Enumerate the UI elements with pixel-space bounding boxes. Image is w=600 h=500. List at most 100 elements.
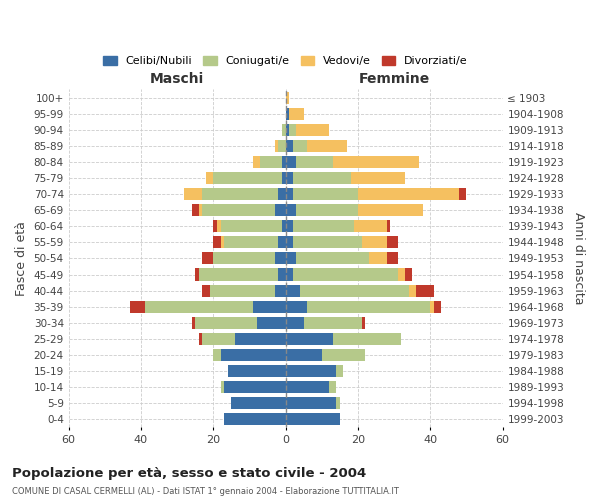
Bar [286, 414, 340, 426]
Bar [286, 397, 340, 409]
Bar [221, 381, 286, 393]
Bar [286, 300, 307, 312]
Bar [286, 268, 405, 280]
Bar [286, 124, 296, 136]
Bar [213, 349, 286, 361]
Bar [145, 300, 286, 312]
Bar [275, 284, 286, 296]
Bar [199, 268, 286, 280]
Bar [286, 365, 343, 377]
Bar [184, 188, 286, 200]
Bar [286, 172, 350, 184]
Bar [221, 381, 286, 393]
Bar [286, 236, 362, 248]
Bar [286, 204, 296, 216]
Bar [199, 268, 286, 280]
Bar [275, 204, 286, 216]
Bar [286, 317, 304, 329]
Bar [224, 414, 286, 426]
Bar [191, 317, 286, 329]
Bar [286, 140, 293, 152]
Bar [286, 300, 441, 312]
Bar [232, 397, 286, 409]
Bar [282, 124, 286, 136]
Bar [286, 381, 329, 393]
Bar [286, 236, 398, 248]
Bar [217, 220, 286, 232]
Bar [286, 365, 343, 377]
Bar [228, 365, 286, 377]
Bar [224, 236, 286, 248]
Bar [286, 381, 336, 393]
Bar [286, 252, 296, 264]
Bar [191, 204, 286, 216]
Bar [286, 414, 340, 426]
Bar [235, 333, 286, 345]
Legend: Celibi/Nubili, Coniugati/e, Vedovi/e, Divorziati/e: Celibi/Nubili, Coniugati/e, Vedovi/e, Di… [99, 51, 472, 70]
Bar [286, 284, 416, 296]
Bar [286, 333, 332, 345]
Bar [286, 156, 419, 168]
Bar [253, 156, 286, 168]
Bar [282, 124, 286, 136]
Bar [278, 236, 286, 248]
Bar [228, 365, 286, 377]
Bar [202, 284, 286, 296]
Bar [286, 236, 293, 248]
Bar [224, 414, 286, 426]
Bar [286, 204, 423, 216]
Bar [286, 188, 358, 200]
Text: Maschi: Maschi [150, 72, 204, 86]
Bar [286, 220, 355, 232]
Bar [286, 300, 434, 312]
Bar [286, 236, 387, 248]
Bar [286, 220, 387, 232]
Bar [286, 284, 434, 296]
Bar [195, 317, 286, 329]
Bar [278, 188, 286, 200]
Bar [213, 220, 286, 232]
Bar [286, 156, 419, 168]
Bar [286, 414, 340, 426]
Bar [286, 284, 409, 296]
Bar [130, 300, 286, 312]
Bar [286, 108, 304, 120]
Bar [286, 204, 358, 216]
Bar [286, 333, 401, 345]
Bar [286, 124, 329, 136]
Bar [202, 333, 286, 345]
Y-axis label: Fasce di età: Fasce di età [15, 221, 28, 296]
Bar [221, 349, 286, 361]
Bar [286, 140, 307, 152]
Bar [286, 349, 365, 361]
Bar [286, 172, 405, 184]
Bar [286, 333, 401, 345]
Bar [286, 124, 289, 136]
Bar [232, 397, 286, 409]
Bar [286, 333, 401, 345]
Bar [228, 365, 286, 377]
Bar [286, 397, 340, 409]
Bar [213, 252, 286, 264]
Bar [202, 188, 286, 200]
Bar [286, 284, 300, 296]
Bar [286, 172, 405, 184]
Bar [209, 284, 286, 296]
Bar [184, 188, 286, 200]
Bar [286, 92, 289, 104]
Bar [286, 365, 343, 377]
Bar [286, 252, 398, 264]
Bar [286, 92, 289, 104]
Bar [286, 108, 289, 120]
Bar [253, 156, 286, 168]
Bar [213, 236, 286, 248]
Bar [286, 252, 387, 264]
Bar [195, 317, 286, 329]
Bar [286, 317, 365, 329]
Bar [286, 397, 340, 409]
Bar [278, 268, 286, 280]
Bar [282, 124, 286, 136]
Bar [282, 172, 286, 184]
Bar [286, 124, 329, 136]
Bar [286, 349, 322, 361]
